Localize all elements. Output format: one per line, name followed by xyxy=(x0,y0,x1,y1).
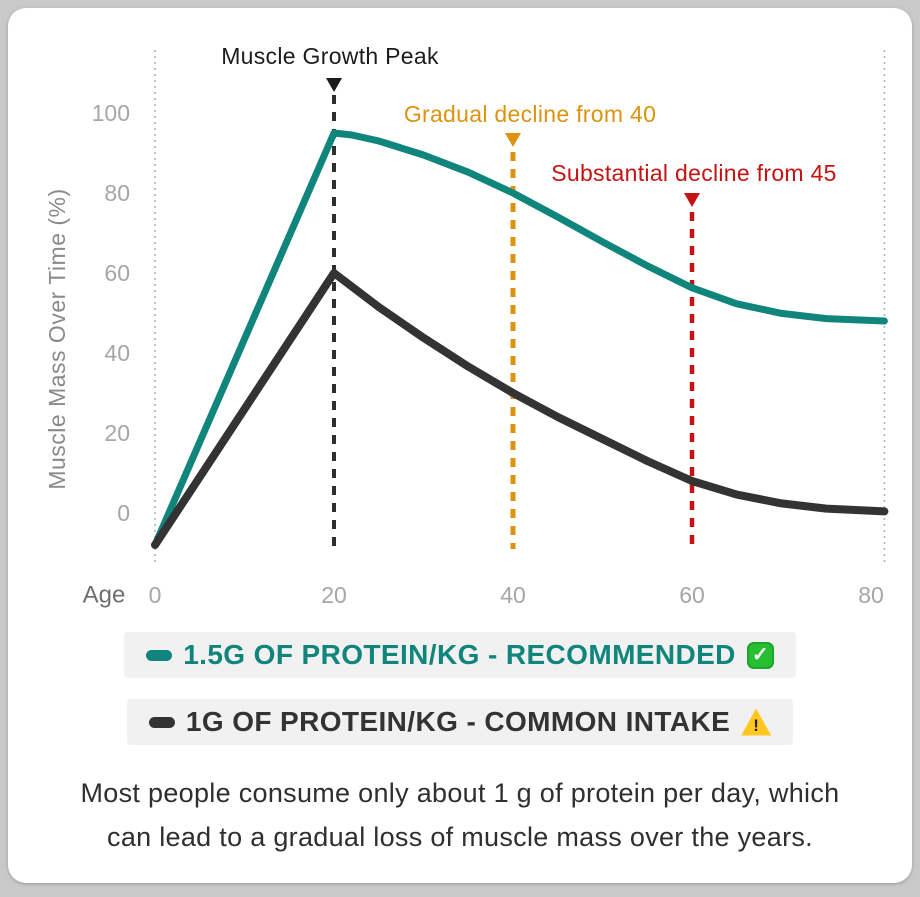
y-tick-label: 20 xyxy=(104,420,130,446)
muscle-mass-chart: Muscle Growth Peak Gradual decline from 4… xyxy=(44,43,889,609)
legend-label-recommended: 1.5G OF PROTEIN/KG - RECOMMENDED xyxy=(183,639,736,670)
infographic-card: Muscle Growth Peak Gradual decline from 4… xyxy=(8,8,912,883)
y-tick-label: 80 xyxy=(104,180,130,206)
y-axis-title: Muscle Mass Over Time (%) xyxy=(44,188,70,489)
triangle-marker-icon xyxy=(684,193,700,207)
annotation-label: Gradual decline from 40 xyxy=(404,101,656,127)
caption-line-1: Most people consume only about 1 g of pr… xyxy=(80,778,840,808)
triangle-marker-icon xyxy=(505,133,521,147)
annotation-label: Muscle Growth Peak xyxy=(221,43,439,69)
x-tick-label: 0 xyxy=(149,582,162,608)
x-axis-title: Age xyxy=(83,582,126,609)
series-line-1 xyxy=(151,269,889,549)
chart-legend: 1.5G OF PROTEIN/KG - RECOMMENDED ✓ 1G OF… xyxy=(8,632,912,745)
legend-swatch-dark xyxy=(148,716,175,728)
y-tick-label: 100 xyxy=(92,100,130,126)
series-line-0 xyxy=(151,129,888,549)
x-tick-label: 80 xyxy=(858,582,884,608)
warning-icon: ! xyxy=(741,708,772,736)
legend-item-common-intake: 1G OF PROTEIN/KG - COMMON INTAKE ! xyxy=(126,699,794,745)
y-tick-label: 0 xyxy=(117,500,130,526)
legend-swatch-teal xyxy=(146,649,173,661)
x-tick-label: 60 xyxy=(679,582,705,608)
caption-line-2: can lead to a gradual loss of muscle mas… xyxy=(107,822,813,852)
x-tick-label: 20 xyxy=(321,582,347,608)
x-tick-label: 40 xyxy=(500,582,526,608)
caption: Most people consume only about 1 g of pr… xyxy=(8,771,912,859)
triangle-marker-icon xyxy=(326,78,342,92)
y-tick-label: 40 xyxy=(104,340,130,366)
legend-item-recommended: 1.5G OF PROTEIN/KG - RECOMMENDED ✓ xyxy=(124,632,796,678)
check-icon: ✓ xyxy=(746,641,774,669)
legend-label-common-intake: 1G OF PROTEIN/KG - COMMON INTAKE xyxy=(185,706,731,737)
annotation-label: Substantial decline from 45 xyxy=(551,160,837,186)
y-tick-label: 60 xyxy=(104,260,130,286)
